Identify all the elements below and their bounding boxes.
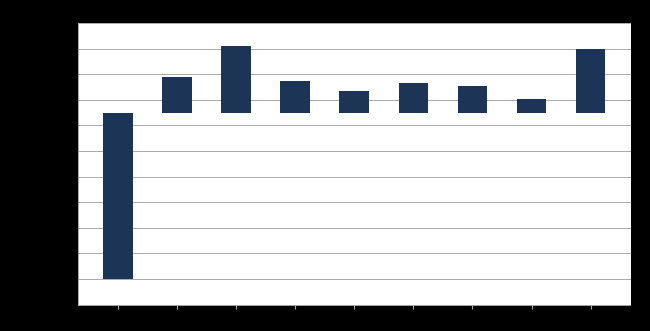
Bar (398, 83, 428, 113)
Bar (458, 86, 488, 113)
Bar (576, 49, 605, 113)
Bar (162, 77, 192, 113)
Bar (517, 99, 546, 113)
Bar (103, 113, 133, 279)
Bar (280, 81, 310, 113)
Bar (221, 46, 251, 113)
Bar (339, 91, 369, 113)
